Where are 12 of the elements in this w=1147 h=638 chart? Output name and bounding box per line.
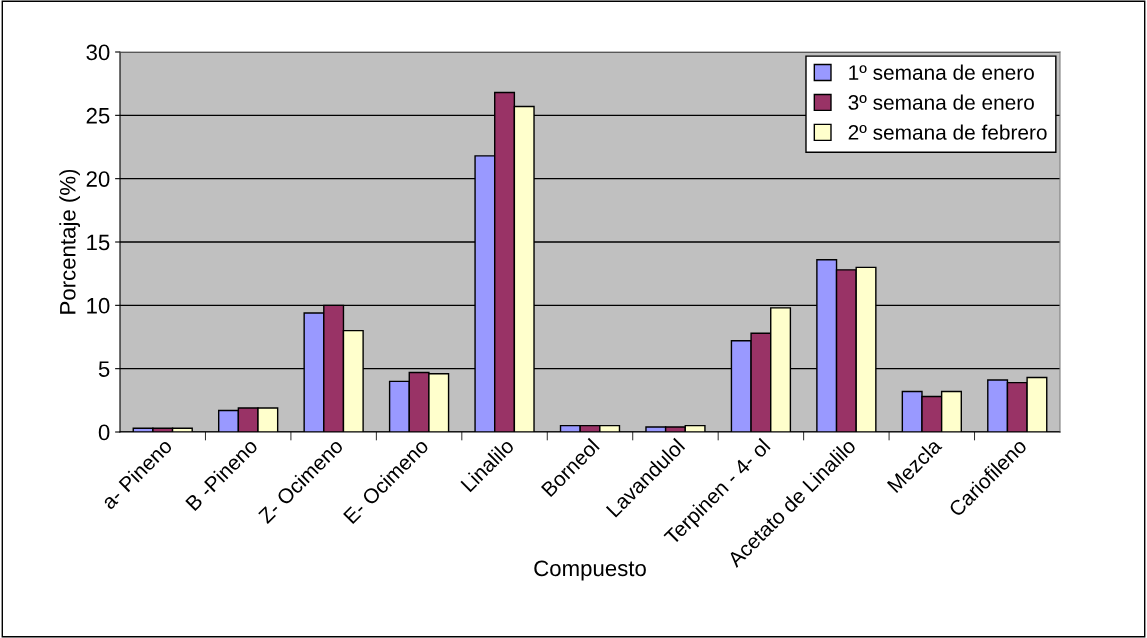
legend-label: 1º semana de enero — [849, 64, 1034, 80]
y-tick-label: 15 — [87, 234, 110, 251]
y-tick-label: 25 — [86, 107, 110, 124]
legend-label: 2º semana de febrero — [848, 124, 1047, 140]
y-axis-title: Porcentaje (%) — [59, 169, 81, 314]
y-tick-label: 5 — [98, 361, 110, 377]
y-tick-label: 20 — [86, 171, 110, 187]
x-axis-title: Compuesto — [534, 560, 646, 581]
legend-label: 3º semana de enero — [848, 94, 1034, 110]
y-tick-label: 10 — [87, 297, 110, 314]
y-tick-label: 0 — [98, 424, 110, 441]
y-tick-label: 30 — [86, 44, 110, 61]
